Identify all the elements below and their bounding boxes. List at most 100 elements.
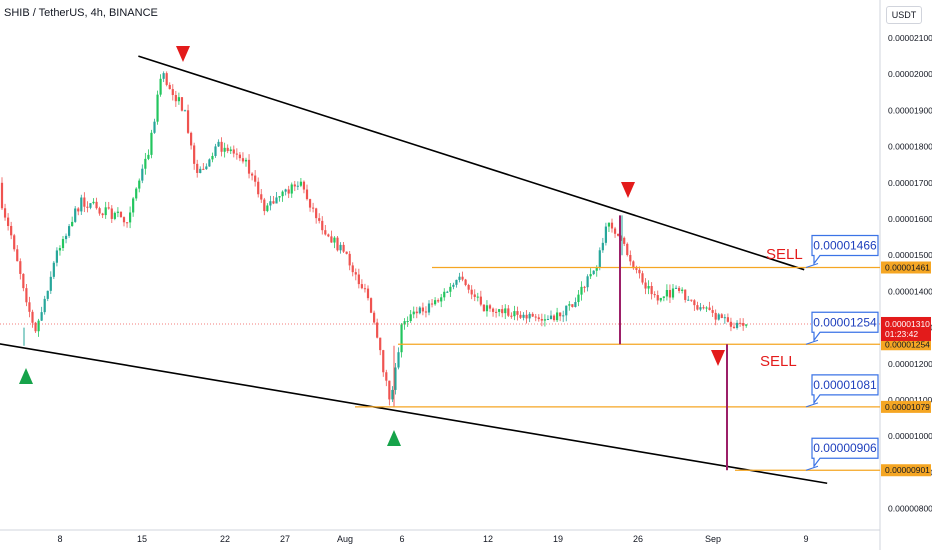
candle-body (318, 218, 321, 221)
candle-body (629, 254, 632, 262)
candle-body (74, 208, 77, 222)
candle-body (556, 312, 559, 321)
candle-body (263, 199, 266, 212)
plot-area[interactable] (0, 0, 880, 530)
candle-body (586, 276, 589, 288)
candle-body (119, 211, 123, 218)
candle-body (626, 243, 629, 255)
candle-body (357, 274, 360, 285)
candle-body (162, 73, 165, 79)
candle-body (376, 322, 379, 338)
candle-body (46, 290, 49, 299)
candle-body (305, 189, 309, 200)
level-price-tag-text: 0.00001254 (885, 339, 930, 349)
currency-button[interactable]: USDT (886, 6, 922, 24)
level-price-tag-text: 0.00001079 (885, 402, 930, 412)
current-price-tag (881, 316, 931, 341)
candle-body (64, 235, 68, 240)
candle-body (220, 141, 223, 152)
candle-body (122, 217, 126, 223)
candle-body (513, 311, 516, 317)
candle-body (238, 154, 241, 159)
candle-body (568, 304, 571, 306)
candle-body (656, 295, 659, 301)
callout-pointer (805, 402, 819, 408)
candle-body (742, 323, 745, 326)
candle-body (571, 304, 574, 307)
candle-body (22, 273, 25, 289)
candle-body (720, 314, 723, 318)
sell-label: SELL (766, 246, 803, 263)
candle-body (281, 191, 284, 197)
candle-body (406, 321, 409, 323)
candle-body (92, 201, 95, 204)
candle-body (138, 180, 141, 189)
candle-body (473, 294, 476, 297)
candle-body (543, 319, 546, 321)
candle-body (409, 314, 412, 322)
candle-body (552, 315, 556, 321)
red-down-arrow-icon (176, 46, 190, 62)
candle-body (345, 251, 348, 254)
price-callout-box[interactable] (811, 374, 879, 405)
candle-body (61, 239, 65, 249)
candle-body (351, 265, 354, 273)
candle-body (229, 149, 232, 152)
current-price-value: 0.00001310 (885, 319, 930, 329)
upper-trendline[interactable] (138, 55, 805, 271)
level-price-tag (881, 400, 931, 413)
candle-body (113, 212, 116, 219)
candle-body (13, 235, 16, 250)
candle-body (464, 279, 467, 285)
candle-body (354, 272, 357, 275)
candle-body (247, 159, 251, 174)
candle-body (531, 313, 534, 317)
level-price-tag (881, 261, 931, 274)
candle-body (476, 296, 479, 298)
candle-body (632, 261, 635, 269)
candle-body (55, 250, 58, 263)
candle-body (665, 289, 668, 297)
candle-body (232, 149, 235, 154)
candle-body (717, 314, 720, 320)
candle-body (177, 97, 180, 102)
lower-trendline[interactable] (0, 342, 828, 485)
candle-body (574, 302, 577, 307)
candle-body (516, 311, 519, 315)
candle-body (269, 201, 272, 206)
candle-body (562, 315, 565, 317)
price-callout-box[interactable] (811, 437, 879, 469)
candle-body (336, 237, 339, 251)
candle-body (592, 270, 595, 275)
candle-body (214, 146, 217, 156)
candle-body (49, 276, 52, 291)
candle-body (617, 233, 620, 236)
price-callout-text: 0.00001254 (813, 315, 877, 329)
candle-body (452, 284, 455, 287)
candle-body (735, 322, 739, 328)
candle-body (604, 226, 607, 243)
price-callout-box[interactable] (811, 311, 879, 343)
candle-countdown: 01:23:42 (885, 329, 918, 339)
price-callout-box[interactable] (811, 234, 879, 266)
candle-body (275, 197, 278, 204)
candle-body (641, 273, 644, 283)
candle-body (525, 314, 528, 319)
candle-body (601, 242, 604, 251)
candle-body (321, 220, 324, 231)
candle-body (28, 302, 31, 312)
candle-body (729, 321, 733, 327)
x-tick-label: 8 (57, 534, 62, 544)
candle-body (522, 314, 525, 318)
y-tick-label: 0.00001200 (888, 359, 932, 369)
candle-body (580, 286, 583, 295)
candle-body (132, 198, 135, 213)
candle-body (534, 316, 537, 318)
candle-body (208, 159, 211, 167)
price-axis[interactable] (881, 0, 932, 550)
candle-body (150, 132, 153, 155)
candle-body (135, 188, 138, 199)
candle-body (501, 309, 504, 314)
candle-body (446, 291, 449, 293)
